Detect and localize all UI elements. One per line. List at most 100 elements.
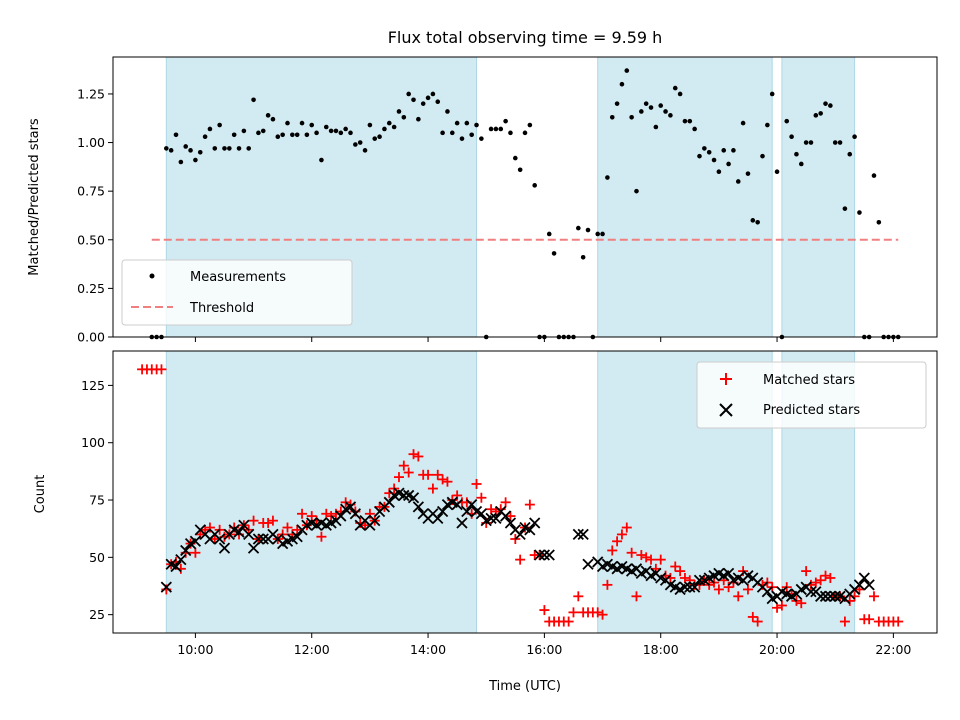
measurement-point	[294, 132, 300, 138]
measurement-point	[348, 130, 353, 136]
measurement-point	[677, 91, 683, 97]
measurement-point	[731, 148, 736, 153]
predicted-points	[160, 487, 875, 605]
count-y-tick-label: 100	[81, 435, 105, 450]
predicted-point	[761, 586, 773, 598]
measurement-point	[702, 146, 707, 151]
measurement-point	[818, 111, 823, 116]
ratio-y-tick-label: 1.00	[77, 135, 105, 150]
matched-point	[263, 517, 274, 528]
measurement-point	[682, 118, 688, 124]
matched-point	[282, 522, 293, 533]
measurement-point	[842, 206, 848, 211]
measurement-point	[605, 175, 610, 180]
predicted-point	[247, 542, 260, 554]
count-y-tick-label: 25	[89, 607, 105, 622]
predicted-point	[407, 492, 420, 504]
ratio-y-tick-label: 0.50	[77, 232, 105, 247]
measurement-point	[217, 122, 222, 128]
ratio-y-tick-label: 0.00	[77, 330, 105, 345]
measurement-point	[333, 128, 339, 134]
measurement-point	[357, 140, 363, 145]
measurement-point	[241, 128, 247, 134]
predicted-point	[499, 510, 512, 522]
measurement-point	[498, 126, 504, 132]
measurement-point	[551, 251, 557, 256]
measurement-point	[663, 109, 668, 114]
matched-point	[515, 554, 526, 565]
measurement-point	[396, 109, 402, 114]
measurement-point	[367, 122, 373, 128]
measurement-point	[774, 169, 780, 175]
measurement-point	[837, 140, 843, 145]
measurement-point	[527, 122, 533, 128]
measurement-points	[149, 68, 901, 340]
measurement-point	[222, 146, 227, 151]
ratio-panel: 0.00 0.25 0.50 0.75 1.00 1.25 Matched/Predict…	[27, 56, 938, 345]
matched-point	[442, 476, 453, 487]
predicted-point	[412, 501, 425, 513]
matched-point	[796, 598, 807, 609]
measurement-point	[212, 146, 218, 151]
matched-point	[825, 572, 836, 583]
matched-point	[733, 591, 744, 602]
ratio-y-ticks: 0.00 0.25 0.50 0.75 1.00 1.25	[77, 86, 113, 345]
matched-point	[316, 531, 327, 542]
measurement-point	[474, 122, 479, 128]
measurement-point	[765, 122, 770, 128]
predicted-point	[572, 528, 584, 541]
measurement-point	[183, 144, 189, 149]
measurement-point	[760, 153, 765, 159]
measurement-point	[464, 120, 470, 126]
measurement-point	[488, 126, 494, 132]
matched-point	[476, 492, 487, 503]
predicted-point	[456, 517, 468, 529]
measurement-point	[479, 136, 484, 141]
predicted-point	[504, 517, 517, 529]
measurement-point	[251, 97, 256, 103]
measurement-point	[576, 225, 581, 231]
matched-point	[893, 616, 904, 627]
count-y-ticks: 25 50 75 100 125	[81, 378, 113, 622]
measurement-point	[197, 149, 203, 155]
measurement-point	[173, 132, 179, 138]
measurement-point	[416, 116, 421, 122]
measurement-point	[386, 120, 392, 126]
count-panel: 25 50 75 100 125 10:00 12:00 14:00 16:00 18:00 20…	[33, 350, 938, 694]
count-y-tick-label: 75	[89, 493, 105, 508]
measurement-point	[164, 146, 169, 151]
count-x-tick-label: 20:00	[759, 642, 795, 657]
count-x-tick-label: 16:00	[526, 642, 562, 657]
measurement-point	[406, 91, 411, 97]
matched-point	[524, 499, 535, 510]
measurement-point	[401, 114, 407, 120]
measurement-point	[735, 179, 741, 184]
measurement-point	[745, 171, 751, 176]
matched-point	[437, 474, 448, 485]
matched-point	[864, 614, 875, 625]
predicted-point	[684, 581, 696, 593]
matched-point	[752, 616, 763, 627]
measurement-point	[716, 169, 722, 175]
predicted-point	[383, 496, 395, 508]
matched-point	[393, 472, 404, 483]
count-y-tick-label: 125	[81, 378, 105, 393]
measurement-point	[532, 183, 537, 188]
measurement-point	[769, 91, 775, 97]
measurement-point	[319, 157, 324, 163]
measurement-point	[343, 126, 348, 132]
measurement-point	[634, 188, 639, 194]
predicted-point	[863, 579, 875, 591]
measurement-point	[227, 146, 232, 151]
predicted-point	[349, 508, 361, 520]
predicted-point	[432, 512, 444, 525]
legend-measurements-marker	[149, 273, 155, 279]
matched-point	[810, 577, 821, 588]
observing-window-1	[165, 350, 478, 634]
matched-point	[713, 584, 724, 595]
ratio-y-tick-label: 0.75	[77, 184, 105, 199]
count-y-axis-label: Count	[33, 475, 48, 514]
matched-point	[568, 607, 579, 618]
measurement-point	[328, 128, 334, 134]
